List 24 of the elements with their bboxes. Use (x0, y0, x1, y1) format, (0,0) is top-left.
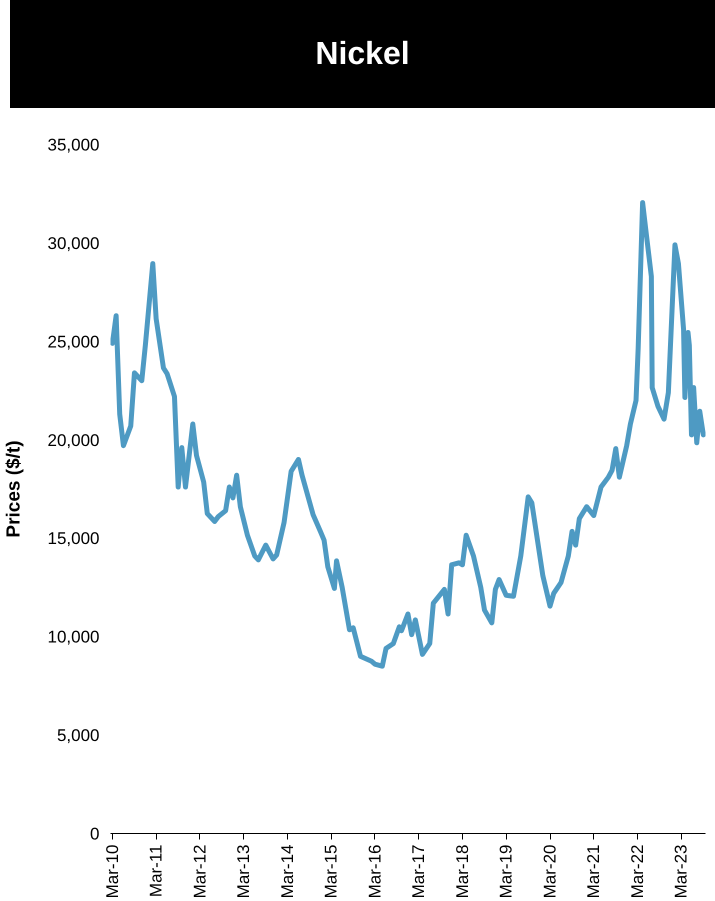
x-tick-label: Mar-18 (452, 844, 472, 898)
y-axis-title: Prices ($/t) (4, 440, 25, 538)
x-tick-label: Mar-16 (366, 844, 384, 898)
x-tick-label: Mar-10 (102, 844, 122, 898)
x-tick-label: Mar-17 (409, 844, 428, 898)
y-tick-label: 30,000 (48, 234, 100, 253)
y-tick-label: 5,000 (56, 726, 100, 746)
x-tick-label: Mar-12 (190, 844, 210, 898)
x-tick-label: Mar-19 (496, 844, 516, 898)
y-tick-label: 0 (90, 824, 100, 844)
x-tick-label: Mar-14 (278, 844, 297, 898)
y-tick-label: 15,000 (48, 529, 100, 548)
chart-title: Nickel (10, 0, 715, 108)
y-tick-label: 10,000 (48, 628, 100, 647)
x-tick-label: Mar-23 (672, 844, 691, 898)
x-tick-label: Mar-22 (628, 844, 647, 898)
y-tick-label: 35,000 (48, 136, 100, 154)
x-tick-label: Mar-21 (584, 844, 604, 898)
y-tick-label: 25,000 (48, 332, 100, 352)
x-tick-label: Mar-11 (146, 844, 166, 898)
y-tick-label: 20,000 (48, 430, 100, 450)
x-tick-label: Mar-13 (234, 844, 254, 898)
x-tick-label: Mar-15 (322, 844, 341, 898)
x-tick-label: Mar-20 (540, 844, 560, 898)
